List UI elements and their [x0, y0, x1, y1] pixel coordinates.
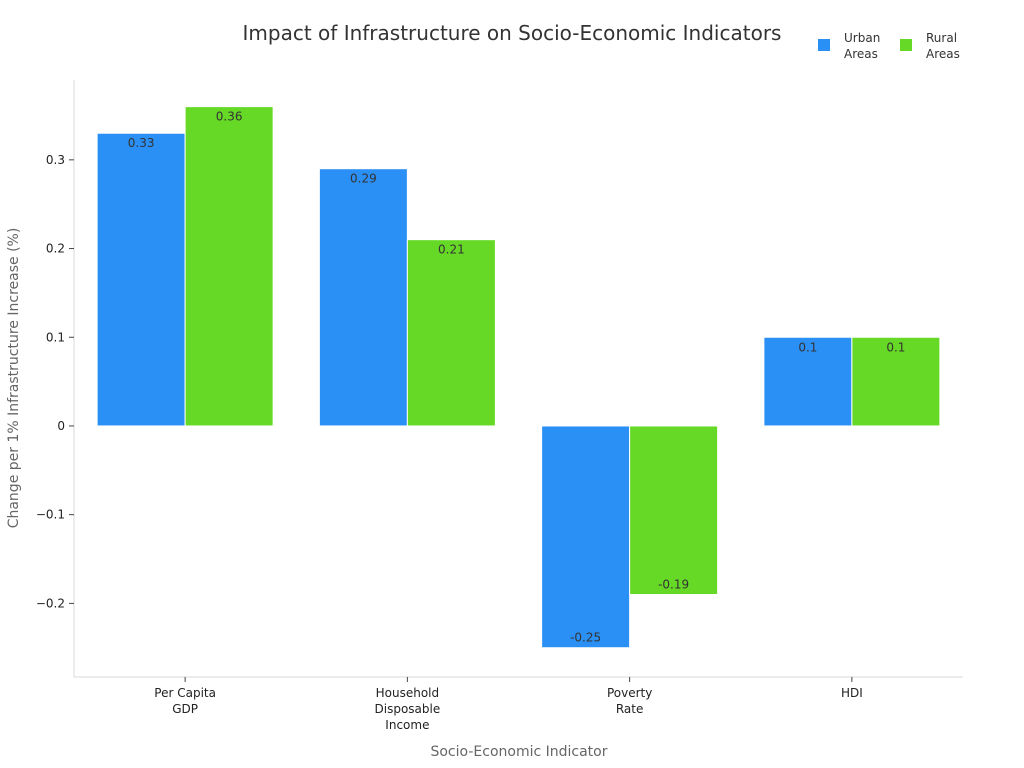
bar-data-label: 0.29 [350, 172, 377, 186]
x-tick-label-line: HDI [841, 686, 863, 700]
bar-data-label: -0.19 [658, 578, 689, 592]
legend-label-line: Rural [926, 31, 957, 45]
chart-title: Impact of Infrastructure on Socio-Econom… [243, 21, 782, 45]
bar-series [96, 106, 941, 649]
x-tick-label: Per Capita GDP [154, 686, 216, 716]
bar [851, 336, 941, 427]
legend-label-line: Areas [844, 47, 878, 61]
x-tick-label: Poverty Rate [607, 686, 652, 716]
x-tick-label-line: Income [385, 718, 429, 732]
bar-data-label: 0.33 [128, 136, 155, 150]
x-tick-label-line: Rate [616, 702, 644, 716]
legend-label-line: Areas [926, 47, 960, 61]
x-tick-label-line: GDP [172, 702, 198, 716]
y-tick-label: 0.3 [46, 153, 65, 167]
bar-data-label: 0.1 [886, 340, 905, 354]
bar-data-label: 0.1 [798, 340, 817, 354]
legend[interactable]: Urban Areas Rural Areas [818, 31, 960, 61]
y-tick-label: 0 [57, 419, 65, 433]
legend-swatch [818, 39, 830, 51]
y-tick-label: 0.2 [46, 242, 65, 256]
bar [184, 106, 274, 427]
x-tick-label: Household Disposable Income [375, 686, 441, 732]
x-tick-label-line: Disposable [375, 702, 441, 716]
bar [629, 425, 719, 596]
y-tick-label: −0.1 [36, 508, 65, 522]
legend-label: Rural Areas [926, 31, 960, 61]
bar [406, 239, 496, 427]
legend-label: Urban Areas [844, 31, 880, 61]
y-tick-label: −0.2 [36, 596, 65, 610]
y-axis-ticks: −0.2 −0.1 0 0.1 0.2 0.3 [36, 153, 74, 610]
legend-item[interactable]: Rural Areas [900, 31, 960, 61]
y-axis-title: Change per 1% Infrastructure Increase (%… [6, 228, 22, 529]
legend-label-line: Urban [844, 31, 880, 45]
legend-item[interactable]: Urban Areas [818, 31, 880, 61]
x-tick-label: HDI [841, 686, 863, 700]
bar-data-label: 0.36 [216, 110, 243, 124]
bar [541, 425, 631, 649]
x-tick-label-line: Poverty [607, 686, 652, 700]
y-tick-label: 0.1 [46, 330, 65, 344]
legend-swatch [900, 39, 912, 51]
bar-data-label: 0.21 [438, 243, 465, 257]
data-labels: 0.33 0.36 0.29 0.21 -0.25 -0.19 0.1 0.1 [128, 110, 906, 645]
x-axis-title: Socio-Economic Indicator [430, 744, 607, 760]
bar [763, 336, 853, 427]
x-tick-label-line: Per Capita [154, 686, 216, 700]
bar [96, 132, 186, 427]
x-tick-label-line: Household [376, 686, 440, 700]
bar-data-label: -0.25 [570, 631, 601, 645]
x-axis-ticks: Per Capita GDP Household Disposable Income Po… [154, 677, 863, 732]
bar [318, 168, 408, 427]
